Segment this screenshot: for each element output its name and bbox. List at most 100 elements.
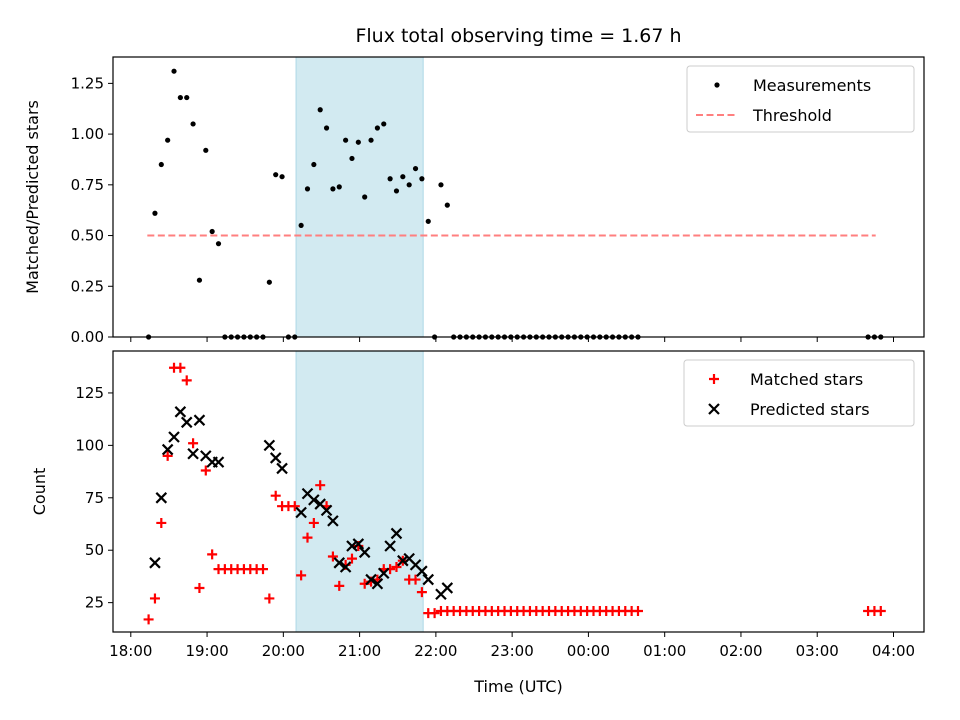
y-axis-label: Matched/Predicted stars: [23, 100, 42, 294]
data-point: [174, 406, 187, 418]
data-point: [161, 443, 174, 456]
data-point: [194, 582, 205, 593]
data-point: [193, 414, 206, 426]
data-point: [429, 608, 440, 619]
data-point: [400, 174, 406, 180]
data-point: [339, 561, 352, 573]
chart-title: Flux total observing time = 1.67 h: [355, 25, 681, 47]
data-point: [155, 492, 168, 504]
bottom-chart: 25 50 75 100 125 18:00 19:00 20:00 21:00 22:00 23:…: [30, 350, 925, 696]
data-point: [184, 94, 190, 101]
x-tick-label: 19:00: [185, 642, 228, 660]
data-point: [209, 228, 215, 235]
legend-label: Matched stars: [750, 370, 863, 389]
data-point: [270, 490, 281, 501]
data-point: [165, 137, 171, 143]
axes-frame: [112, 56, 925, 338]
legend-marker: [708, 403, 720, 415]
x-tick-label: 20:00: [262, 642, 305, 660]
legend: Measurements Threshold: [686, 65, 915, 133]
data-point: [311, 161, 317, 168]
data-point: [416, 565, 428, 577]
data-point: [304, 186, 311, 192]
y-tick-label: 0.75: [71, 176, 104, 194]
data-point: [162, 450, 173, 461]
data-point: [279, 174, 285, 180]
legend-label: Predicted stars: [750, 400, 870, 419]
x-tick-label: 04:00: [872, 642, 915, 660]
data-point: [143, 614, 154, 625]
data-point: [149, 557, 161, 569]
data-point: [296, 570, 307, 581]
data-point: [349, 155, 355, 162]
data-point: [320, 504, 333, 517]
y-tick-label: 25: [85, 594, 104, 612]
data-point: [365, 573, 377, 586]
data-point: [215, 241, 222, 247]
data-point: [377, 567, 390, 580]
legend-box: [683, 359, 915, 427]
y-tick-label: 0.50: [71, 227, 104, 245]
data-point: [412, 165, 419, 172]
data-point: [187, 447, 199, 460]
data-point: [257, 564, 268, 575]
data-point: [156, 517, 167, 528]
data-point: [362, 194, 368, 200]
data-point: [346, 540, 358, 552]
data-point: [336, 184, 342, 190]
data-point: [273, 172, 279, 178]
data-point: [371, 577, 384, 590]
x-tick-label: 23:00: [491, 642, 534, 660]
data-point: [158, 161, 164, 168]
data-point: [207, 549, 218, 560]
data-point: [276, 462, 288, 475]
legend-box: [686, 65, 915, 133]
y-tick-label: 0.25: [71, 277, 104, 295]
data-point: [416, 587, 427, 598]
data-point: [181, 375, 192, 386]
shaded-region: [295, 350, 424, 633]
data-point: [425, 218, 431, 224]
data-point: [438, 182, 444, 188]
data-point: [632, 606, 643, 617]
data-point: [330, 186, 336, 192]
y-tick-label: 50: [85, 541, 104, 559]
data-point: [368, 137, 374, 143]
data-point: [298, 222, 304, 229]
data-point: [355, 139, 361, 145]
data-point: [302, 532, 313, 543]
data-point: [346, 553, 357, 564]
data-point: [381, 121, 387, 127]
x-tick-label: 18:00: [109, 642, 152, 660]
x-tick-label: 03:00: [796, 642, 839, 660]
data-point: [266, 279, 272, 285]
legend-marker: [714, 82, 720, 88]
data-point: [390, 527, 403, 540]
data-point: [295, 506, 307, 519]
data-point: [327, 515, 339, 527]
data-point: [203, 147, 209, 153]
y-tick-label: 75: [85, 489, 104, 507]
x-tick-label: 22:00: [414, 642, 457, 660]
data-point: [441, 582, 454, 594]
y-tick-label: 0.00: [71, 328, 104, 346]
data-point: [333, 557, 346, 569]
data-point: [317, 107, 323, 113]
data-point: [444, 202, 450, 208]
data-point: [149, 593, 160, 604]
data-point: [168, 431, 180, 443]
x-tick-label: 00:00: [567, 642, 610, 660]
legend-label: Measurements: [753, 76, 871, 95]
data-point: [152, 210, 158, 216]
data-point: [212, 456, 225, 468]
data-point: [175, 362, 186, 373]
y-axis-label: Count: [30, 468, 49, 516]
legend: Matched stars Predicted stars: [683, 359, 915, 427]
y-tick-label: 125: [75, 384, 104, 402]
series-predicted-stars: [149, 406, 454, 601]
data-point: [308, 517, 319, 528]
x-tick-label: 01:00: [643, 642, 686, 660]
data-point: [323, 125, 330, 131]
data-point: [289, 501, 300, 512]
